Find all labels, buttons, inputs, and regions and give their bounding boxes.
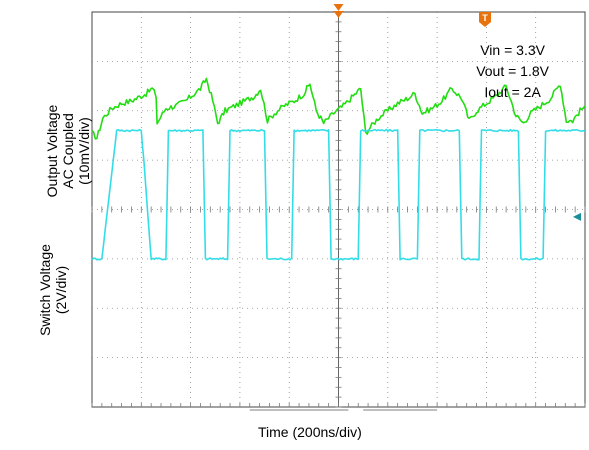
switch-voltage-axis-label: Switch Voltage (2V/div) bbox=[37, 230, 69, 350]
annotation-iout: Iout = 2A bbox=[476, 82, 549, 103]
annotation-vout: Vout = 1.8V bbox=[476, 61, 549, 82]
test-conditions: Vin = 3.3V Vout = 1.8V Iout = 2A bbox=[476, 40, 549, 103]
annotation-vin: Vin = 3.3V bbox=[476, 40, 549, 61]
trigger-marker-letter: T bbox=[482, 13, 488, 23]
trigger-position-arrow bbox=[334, 4, 344, 11]
output-voltage-axis-label: Output Voltage AC Coupled (10mV/div) bbox=[44, 71, 92, 231]
x-axis-label: Time (200ns/div) bbox=[258, 424, 362, 440]
